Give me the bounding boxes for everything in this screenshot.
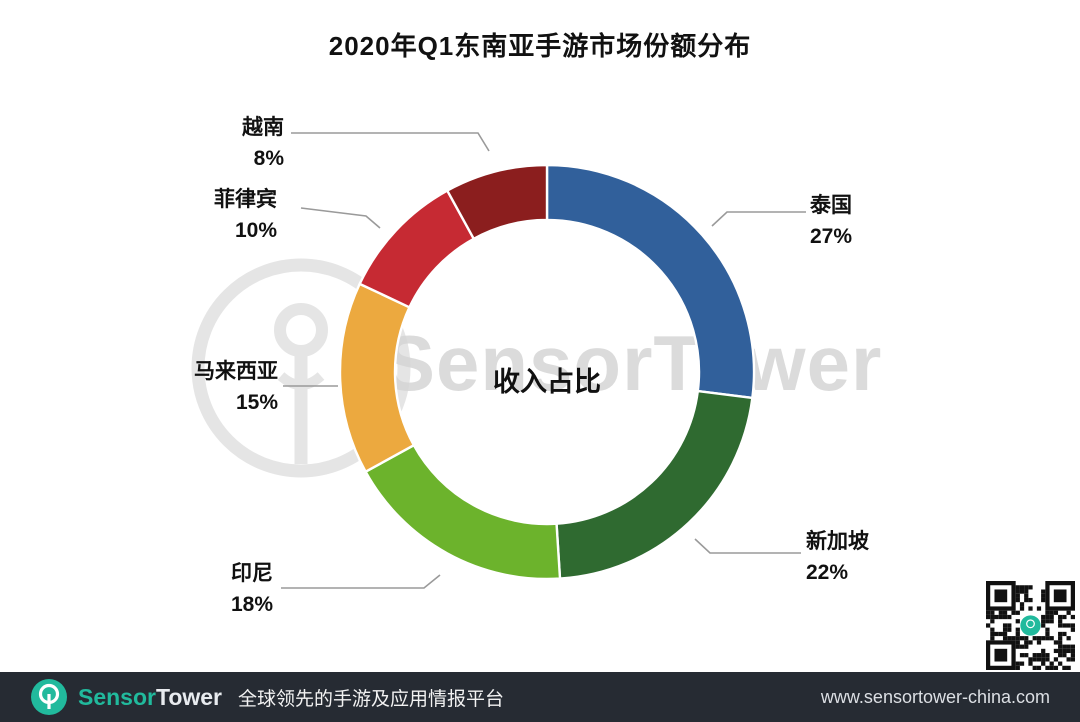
donut-segment-马来西亚 [338,282,416,474]
label-singapore: 新加坡 22% [806,526,869,588]
donut-segment-印尼 [363,443,562,581]
watermark-layer: SensorTower [191,258,883,478]
label-indonesia-name: 印尼 [231,562,273,585]
footer-tagline: 全球领先的手游及应用情报平台 [238,688,505,710]
sensortower-logo-watermark-icon [191,258,411,478]
label-malaysia: 马来西亚 15% [143,356,278,418]
leader-line-philippines [300,207,381,229]
watermark-text: SensorTower [383,319,883,407]
qr-code [983,579,1078,672]
label-thailand-value: 27% [810,225,853,248]
donut-center-label: 收入占比 [493,367,601,397]
footer-brand-tower: Tower [155,683,223,710]
label-thailand-name: 泰国 [810,194,852,217]
leader-line-singapore [694,538,801,554]
donut-chart [281,132,806,589]
footer-brand-sensor: Sensor [78,683,156,710]
label-singapore-name: 新加坡 [806,530,869,553]
footer-url: www.sensortower-china.com [820,686,1050,707]
label-philippines-name: 菲律宾 [214,188,277,211]
label-malaysia-name: 马来西亚 [194,360,278,383]
label-thailand: 泰国 27% [810,190,852,252]
footer-bar: SensorTower 全球领先的手游及应用情报平台 www.sensortow… [0,672,1080,722]
leader-line-indonesia [281,574,441,589]
donut-segment-越南 [445,163,549,241]
label-indonesia-value: 18% [230,593,273,616]
qr-code-icon [986,581,1075,670]
label-vietnam-value: 8% [253,147,284,170]
label-philippines-value: 10% [234,219,277,242]
donut-segments [338,163,756,581]
page-title: 2020年Q1东南亚手游市场份额分布 [328,31,752,61]
donut-segment-新加坡 [555,389,754,580]
footer-brand: SensorTower [78,684,222,711]
leader-line-thailand [711,211,806,227]
leader-lines [281,132,806,589]
label-singapore-value: 22% [806,561,849,584]
label-vietnam-name: 越南 [242,116,284,139]
label-indonesia: 印尼 18% [163,558,273,620]
sensortower-logo-icon [30,678,68,716]
label-philippines: 菲律宾 10% [147,184,277,246]
label-vietnam: 越南 8% [164,112,284,174]
leader-line-vietnam [291,132,490,152]
label-malaysia-value: 15% [235,391,278,414]
